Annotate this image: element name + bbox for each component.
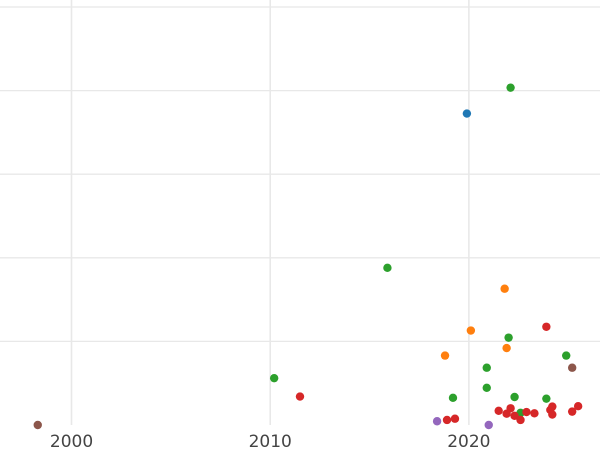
data-point-s3-0 [295, 392, 305, 401]
data-point-s5-1 [567, 363, 577, 372]
data-point-s2-0 [269, 373, 279, 383]
data-point-s3-13 [548, 410, 557, 419]
data-point-s2-10 [562, 351, 571, 360]
data-point-s1-1 [466, 326, 476, 335]
data-point-s4-0 [432, 417, 442, 426]
data-point-s1-2 [500, 284, 509, 293]
data-point-s3-6 [510, 411, 519, 421]
data-point-s2-3 [482, 383, 491, 392]
data-point-s2-6 [506, 83, 515, 92]
data-point-s0-0 [462, 109, 472, 118]
data-point-s3-7 [516, 415, 525, 425]
data-point-s3-5 [506, 404, 515, 413]
x-axis-ticks: 2000 2010 2020 [50, 432, 491, 450]
data-point-s1-3 [502, 343, 511, 353]
data-point-s4-1 [484, 420, 493, 430]
data-point-s2-7 [510, 392, 519, 402]
data-point-s5-0 [33, 420, 42, 430]
data-point-s3-9 [530, 409, 539, 418]
x-tick-label-2000: 2000 [50, 432, 93, 450]
data-point-s3-15 [573, 401, 583, 411]
data-points [33, 83, 583, 430]
x-tick-label-2010: 2010 [249, 432, 292, 450]
x-tick-label-2020: 2020 [447, 432, 490, 450]
data-point-s2-5 [504, 333, 513, 342]
data-point-s2-9 [542, 394, 551, 403]
data-point-s2-4 [482, 363, 491, 372]
data-point-s1-0 [440, 351, 450, 360]
data-point-s3-3 [494, 406, 503, 415]
data-point-s3-12 [548, 402, 557, 411]
data-point-s2-1 [383, 263, 392, 273]
gridlines [0, 0, 600, 425]
data-point-s3-1 [442, 415, 452, 425]
data-point-s3-14 [567, 407, 577, 416]
data-point-s3-8 [522, 407, 531, 417]
data-point-s3-2 [450, 414, 460, 423]
data-point-s3-10 [542, 322, 551, 331]
data-point-s2-2 [448, 393, 458, 403]
